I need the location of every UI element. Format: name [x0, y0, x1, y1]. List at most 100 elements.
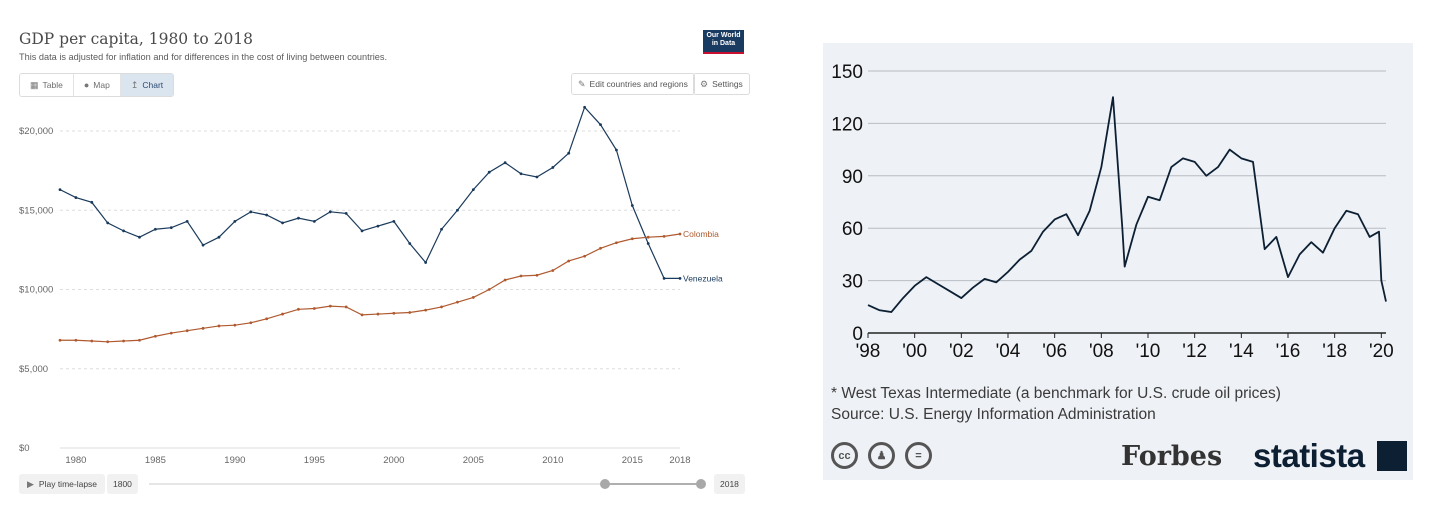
- data-point: [297, 307, 300, 311]
- globe-icon: ●: [83, 80, 90, 90]
- data-point: [185, 329, 189, 333]
- x-tick-label: 1990: [224, 455, 245, 466]
- pencil-icon: ✎: [578, 78, 586, 89]
- data-point: [440, 305, 443, 309]
- data-point: [169, 331, 173, 335]
- end-year-box[interactable]: 2018: [714, 474, 745, 494]
- data-point: [456, 208, 459, 212]
- view-tabs: ▦ Table ● Map ↥ Chart: [19, 73, 175, 97]
- data-point: [503, 278, 507, 282]
- data-point: [201, 243, 205, 247]
- statista-panel: 0 30 60 90 120 150 '98 '00 '02 '04 '06 '08 '10 '12 '14…: [823, 43, 1413, 480]
- slider-handle-start[interactable]: [600, 479, 610, 489]
- x-tick-label: '14: [1229, 341, 1254, 362]
- slider-handle-end[interactable]: [696, 479, 706, 489]
- data-point: [265, 317, 269, 321]
- data-point: [392, 311, 396, 315]
- x-tick-label: '12: [1182, 341, 1207, 362]
- tab-map[interactable]: ● Map: [74, 74, 121, 96]
- data-point: [662, 235, 666, 238]
- table-icon: ▦: [30, 79, 39, 90]
- chart-subtitle: This data is adjusted for inflation and …: [19, 52, 388, 62]
- data-point: [265, 213, 269, 217]
- x-tick-label: '98: [856, 341, 881, 362]
- data-point: [630, 237, 634, 241]
- x-tick-label: 2015: [622, 455, 643, 466]
- data-point: [153, 334, 157, 338]
- series-label: Venezuela: [683, 273, 723, 283]
- data-point: [360, 229, 364, 233]
- data-point: [106, 340, 110, 344]
- cc-license-icon[interactable]: cc: [831, 442, 858, 469]
- data-point: [281, 221, 284, 225]
- no-derivatives-icon[interactable]: =: [905, 442, 932, 469]
- series-label: Colombia: [683, 229, 719, 239]
- settings-button[interactable]: ⚙ Settings: [693, 73, 750, 95]
- tab-label: Table: [42, 80, 63, 90]
- x-tick-label: 2010: [542, 455, 563, 466]
- data-point: [217, 235, 221, 239]
- data-point: [551, 166, 555, 169]
- play-icon: ▶: [27, 478, 34, 489]
- data-point: [678, 232, 682, 236]
- attribution-icon[interactable]: ♟: [868, 442, 895, 469]
- play-timelapse-button[interactable]: ▶ Play time-lapse: [19, 474, 106, 494]
- data-point: [90, 200, 94, 204]
- x-tick-label: '04: [996, 341, 1021, 362]
- tab-chart[interactable]: ↥ Chart: [120, 74, 174, 96]
- tab-table[interactable]: ▦ Table: [20, 74, 74, 96]
- x-tick-label: '18: [1322, 341, 1347, 362]
- data-point: [249, 210, 253, 214]
- data-point: [615, 148, 618, 152]
- y-tick-label: 60: [842, 219, 863, 240]
- x-tick-label: '16: [1276, 341, 1301, 362]
- y-tick-label: 30: [842, 272, 863, 293]
- y-tick-label: $15,000: [19, 205, 53, 216]
- data-point: [424, 261, 428, 264]
- data-point: [344, 305, 348, 309]
- data-point: [376, 224, 380, 228]
- data-point: [535, 273, 539, 277]
- data-point: [169, 226, 173, 230]
- data-point: [471, 188, 475, 192]
- data-point: [74, 196, 78, 199]
- x-tick-label: '08: [1089, 341, 1114, 362]
- data-point: [678, 277, 682, 280]
- series-line-colombia: [60, 233, 681, 343]
- data-point: [122, 339, 125, 343]
- source-note: Source: U.S. Energy Information Administ…: [831, 406, 1156, 423]
- y-tick-label: $0: [19, 443, 30, 454]
- data-point: [328, 304, 332, 308]
- data-point: [424, 308, 428, 312]
- timeline-slider[interactable]: [145, 474, 725, 494]
- data-point: [153, 227, 157, 231]
- edit-countries-button[interactable]: ✎ Edit countries and regions: [571, 73, 695, 95]
- x-tick-label: '00: [902, 341, 927, 362]
- data-point: [487, 288, 491, 291]
- data-point: [583, 105, 587, 109]
- data-point: [583, 254, 587, 258]
- data-point: [408, 311, 412, 314]
- data-point: [58, 338, 62, 342]
- oil-price-line: [867, 96, 1387, 313]
- data-point: [503, 161, 507, 165]
- footnote: * West Texas Intermediate (a benchmark f…: [831, 385, 1281, 402]
- data-point: [408, 242, 412, 245]
- x-tick-label: 2000: [383, 455, 404, 466]
- y-tick-label: $10,000: [19, 285, 53, 296]
- start-year-box[interactable]: 1800: [107, 474, 138, 494]
- y-tick-label: $5,000: [19, 364, 48, 375]
- data-point: [567, 151, 571, 155]
- settings-label: Settings: [712, 79, 743, 89]
- y-tick-label: 120: [831, 114, 863, 135]
- data-point: [615, 241, 618, 245]
- tab-label: Chart: [142, 80, 164, 90]
- y-tick-label: 0: [852, 324, 863, 345]
- data-point: [646, 242, 650, 245]
- play-label: Play time-lapse: [38, 479, 98, 489]
- owid-logo[interactable]: Our World in Data: [703, 30, 744, 54]
- oil-price-chart: 0 30 60 90 120 150 '98 '00 '02 '04 '06 '08 '10 '12 '14…: [831, 62, 1393, 362]
- data-point: [233, 323, 237, 327]
- forbes-logo: Forbes: [1121, 441, 1223, 472]
- data-point: [297, 216, 300, 220]
